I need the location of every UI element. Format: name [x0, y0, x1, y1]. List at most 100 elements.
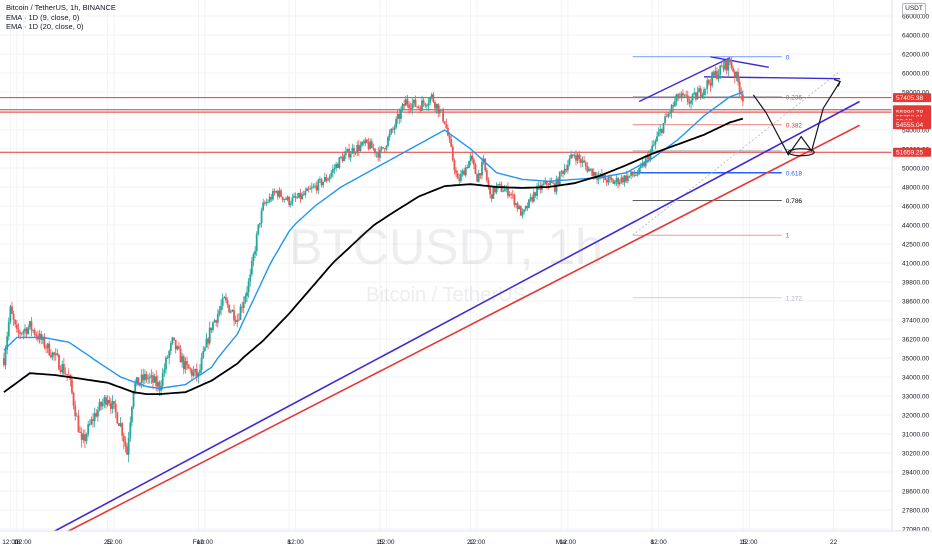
candle-body	[244, 296, 247, 302]
candle-body	[208, 327, 211, 344]
candle-body	[283, 198, 286, 200]
candle-body	[513, 194, 516, 205]
candle-body	[38, 333, 41, 340]
time-tick-label: 12:00	[2, 539, 19, 546]
candle-body	[6, 336, 9, 350]
candle-body	[398, 113, 401, 119]
candle-body	[729, 59, 731, 63]
candle-body	[571, 154, 574, 156]
candle-body	[213, 320, 216, 323]
candle-body	[547, 184, 550, 186]
time-tick-label: 8	[287, 539, 291, 546]
candle-body	[461, 170, 464, 174]
time-tick-label: 12:00	[469, 539, 486, 546]
candle-body	[106, 400, 109, 405]
candle-body	[129, 422, 132, 438]
candle-body	[28, 321, 31, 328]
candle-body	[173, 337, 175, 340]
candle-body	[142, 374, 145, 381]
candle-body	[257, 224, 260, 234]
candle-body	[395, 118, 397, 128]
candle-body	[7, 321, 10, 337]
candle-body	[296, 197, 299, 199]
candle-body	[563, 168, 566, 174]
candle-body	[278, 190, 281, 197]
candle-body	[263, 202, 266, 204]
candle-body	[393, 127, 396, 130]
price-tick-label: 58000.00	[902, 90, 929, 97]
candle-body	[143, 373, 146, 381]
candle-body	[126, 446, 128, 455]
candle-body	[273, 191, 276, 193]
candle-body	[320, 179, 323, 186]
time-tick-label: 12:00	[106, 539, 123, 546]
candle-body	[521, 211, 524, 216]
candle-body	[500, 184, 503, 192]
candle-body	[354, 152, 357, 154]
candle-body	[362, 141, 365, 144]
candle-body	[325, 177, 328, 181]
time-tick-label: 12:00	[378, 539, 395, 546]
candle-body	[249, 274, 252, 282]
candle-body	[14, 320, 17, 325]
price-tick-label: 62000.00	[902, 52, 929, 59]
candle-body	[246, 292, 248, 297]
candle-body	[720, 65, 723, 67]
candle-body	[613, 181, 616, 184]
candle-body	[511, 194, 514, 196]
candle-body	[657, 131, 660, 137]
candle-body	[351, 147, 354, 154]
candle-body	[484, 158, 487, 171]
candle-body	[53, 352, 56, 355]
legend-ema9[interactable]: EMA · 1D (9, close, 0)	[6, 12, 80, 22]
candle-body	[88, 424, 91, 425]
price-tick-label: 31000.00	[902, 432, 929, 439]
candle-body	[469, 155, 472, 162]
candle-body	[111, 401, 114, 409]
candle-body	[49, 355, 52, 358]
legend-ema20[interactable]: EMA · 1D (20, close, 0)	[6, 22, 84, 31]
candle-body	[727, 59, 730, 71]
candle-body	[507, 186, 509, 196]
candle-body	[82, 434, 85, 440]
currency-button[interactable]: USDT	[902, 3, 926, 15]
candle-body	[348, 148, 350, 158]
candle-body	[740, 92, 743, 95]
price-tick-label: 32000.00	[902, 413, 929, 420]
time-tick-label: 22	[830, 539, 838, 546]
candle-body	[440, 109, 443, 111]
candle-body	[369, 141, 372, 149]
candle-body	[66, 374, 68, 375]
candle-body	[662, 123, 665, 133]
candle-body	[481, 162, 483, 176]
wedge-base-line	[703, 76, 841, 80]
candle-body	[534, 192, 537, 196]
legend-symbol[interactable]: Bitcoin / TetherUS, 1h, BINANCE	[6, 3, 116, 12]
candle-body	[544, 180, 547, 184]
fib-label: 0.236	[786, 94, 803, 101]
candle-body	[218, 310, 221, 315]
candle-body	[293, 195, 295, 198]
candle-body	[489, 187, 491, 195]
candle-body	[331, 169, 334, 173]
candle-body	[495, 185, 498, 193]
candle-body	[294, 195, 297, 198]
candle-body	[239, 306, 242, 320]
candle-body	[234, 320, 237, 323]
candle-body	[353, 147, 355, 154]
candle-body	[61, 364, 64, 373]
candle-body	[380, 147, 383, 150]
price-label: 54555.04	[896, 122, 923, 129]
candle-body	[528, 199, 530, 208]
candle-body	[166, 357, 169, 359]
candle-body	[508, 194, 511, 196]
time-tick-label: 18	[13, 539, 21, 546]
candle-body	[309, 188, 312, 190]
candle-body	[685, 94, 688, 96]
price-tick-label: 50000.00	[902, 166, 929, 173]
candle-body	[451, 146, 454, 161]
candle-body	[607, 176, 610, 183]
price-label-box	[893, 93, 931, 103]
